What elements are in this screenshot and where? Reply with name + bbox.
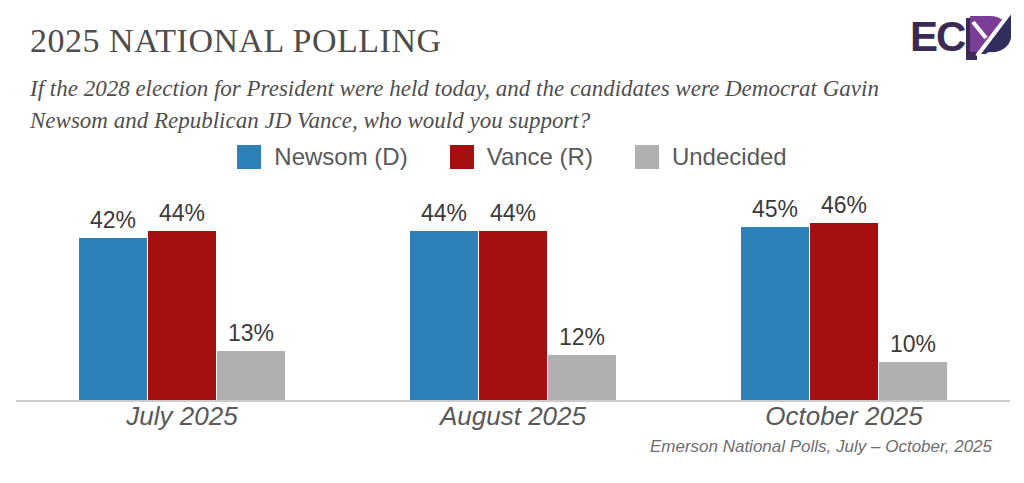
bar-vance-r <box>148 231 216 401</box>
page-title: 2025 NATIONAL POLLING <box>30 22 442 60</box>
bar-wrap: 45% <box>741 196 809 401</box>
bar-undecided <box>548 355 616 401</box>
x-axis-line <box>16 400 1010 402</box>
bar-newsom-d <box>741 227 809 401</box>
legend-label-vance: Vance (R) <box>487 143 593 171</box>
polling-chart-page: 2025 NATIONAL POLLING EC If the 2028 ele… <box>0 0 1024 483</box>
category-label: July 2025 <box>79 401 285 432</box>
bar-value-label: 13% <box>228 320 274 347</box>
legend-label-newsom: Newsom (D) <box>274 143 407 171</box>
category-label: August 2025 <box>410 401 616 432</box>
legend-label-undecided: Undecided <box>672 143 787 171</box>
bar-value-label: 12% <box>559 324 605 351</box>
bars-row: 44% 44% 12% <box>410 190 616 401</box>
ecp-logo-ec-text: EC <box>910 13 966 60</box>
legend-item-vance: Vance (R) <box>450 143 593 171</box>
bar-wrap: 46% <box>810 192 878 401</box>
bar-value-label: 45% <box>752 196 798 223</box>
bars-row: 42% 44% 13% <box>79 190 285 401</box>
bar-value-label: 44% <box>159 200 205 227</box>
bar-vance-r <box>810 223 878 401</box>
bar-wrap: 44% <box>479 200 547 401</box>
bar-wrap: 42% <box>79 207 147 401</box>
legend-item-newsom: Newsom (D) <box>237 143 407 171</box>
undecided-color-swatch <box>635 145 659 169</box>
bars-row: 45% 46% 10% <box>741 190 947 401</box>
bar-wrap: 12% <box>548 324 616 401</box>
bar-value-label: 46% <box>821 192 867 219</box>
bar-group: 42%44%13%July 2025 <box>79 190 285 401</box>
bar-newsom-d <box>79 238 147 401</box>
bar-wrap: 13% <box>217 320 285 401</box>
category-label: October 2025 <box>741 401 947 432</box>
bar-value-label: 44% <box>421 200 467 227</box>
poll-question: If the 2028 election for President were … <box>30 73 948 137</box>
bar-wrap: 10% <box>879 331 947 401</box>
bar-group: 44%44%12%August 2025 <box>410 190 616 401</box>
bar-wrap: 44% <box>410 200 478 401</box>
newsom-color-swatch <box>237 145 261 169</box>
chart-legend: Newsom (D) Vance (R) Undecided <box>0 143 1024 171</box>
bar-group: 45%46%10%October 2025 <box>741 190 947 401</box>
bar-wrap: 44% <box>148 200 216 401</box>
legend-item-undecided: Undecided <box>635 143 787 171</box>
bar-value-label: 44% <box>490 200 536 227</box>
bar-value-label: 42% <box>90 207 136 234</box>
bar-value-label: 10% <box>890 331 936 358</box>
bar-newsom-d <box>410 231 478 401</box>
source-note: Emerson National Polls, July – October, … <box>650 437 992 457</box>
ecp-logo: EC <box>910 10 1012 64</box>
bar-undecided <box>217 351 285 401</box>
bar-undecided <box>879 362 947 401</box>
ecp-logo-p-mark <box>966 10 1012 60</box>
bar-chart: 42%44%13%July 202544%44%12%August 202545… <box>16 190 1010 401</box>
vance-color-swatch <box>450 145 474 169</box>
bar-vance-r <box>479 231 547 401</box>
